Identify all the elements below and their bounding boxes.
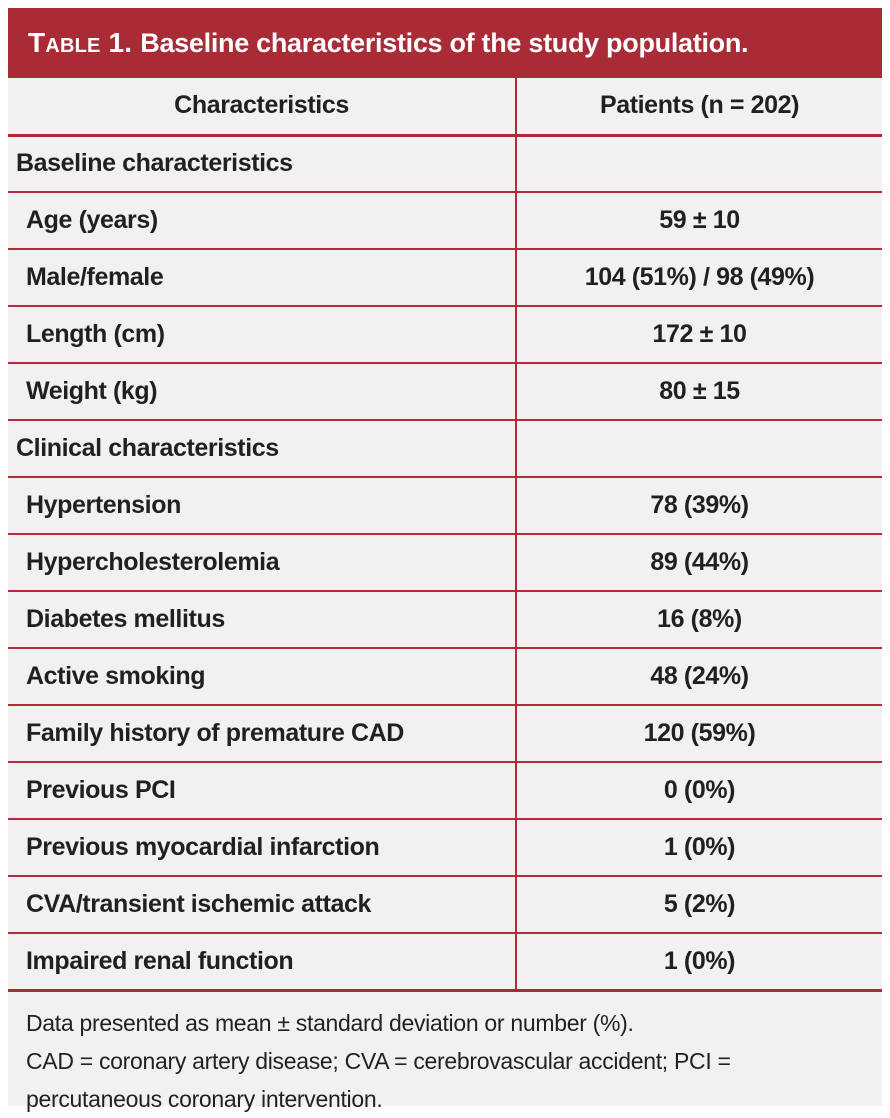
characteristic-value: 1 (0%) [516,819,882,876]
table-row: Age (years) 59 ± 10 [8,192,882,249]
table-body: Baseline characteristics Age (years) 59 … [8,135,882,990]
characteristic-value: 0 (0%) [516,762,882,819]
table-row: CVA/transient ischemic attack 5 (2%) [8,876,882,933]
table-row: Previous PCI 0 (0%) [8,762,882,819]
characteristic-label: Family history of premature CAD [8,705,517,762]
characteristic-label: Length (cm) [8,306,517,363]
characteristic-value [516,420,882,477]
table-row: Family history of premature CAD 120 (59%… [8,705,882,762]
table-row: Impaired renal function 1 (0%) [8,933,882,990]
characteristic-value: 80 ± 15 [516,363,882,420]
table-row: Male/female 104 (51%) / 98 (49%) [8,249,882,306]
footnote-line-1: Data presented as mean ± standard deviat… [26,1009,634,1036]
header-row: Characteristics Patients (n = 202) [8,78,882,137]
characteristic-value: 59 ± 10 [516,192,882,249]
column-header-patients: Patients (n = 202) [516,78,882,137]
characteristic-value: 16 (8%) [516,591,882,648]
table-footnotes: Data presented as mean ± standard deviat… [8,991,882,1112]
table-title: Baseline characteristics of the study po… [140,27,749,58]
characteristic-label: Previous myocardial infarction [8,819,517,876]
characteristic-value: 78 (39%) [516,477,882,534]
characteristic-value: 89 (44%) [516,534,882,591]
characteristic-label: Weight (kg) [8,363,517,420]
footnote-line-2: CAD = coronary artery disease; CVA = cer… [26,1047,731,1112]
characteristic-label: Impaired renal function [8,933,517,990]
table-row: Baseline characteristics [8,135,882,192]
characteristic-value: 5 (2%) [516,876,882,933]
table-row: Diabetes mellitus 16 (8%) [8,591,882,648]
characteristic-label: Baseline characteristics [8,135,517,192]
characteristic-label: Previous PCI [8,762,517,819]
baseline-characteristics-table: Characteristics Patients (n = 202) Basel… [8,78,882,992]
table-row: Hypertension 78 (39%) [8,477,882,534]
table-number: Table 1. [28,27,133,58]
characteristic-label: Age (years) [8,192,517,249]
table-title-bar: Table 1. Baseline characteristics of the… [8,8,882,78]
characteristic-label: Clinical characteristics [8,420,517,477]
table-row: Hypercholesterolemia 89 (44%) [8,534,882,591]
characteristic-label: Active smoking [8,648,517,705]
characteristic-value: 104 (51%) / 98 (49%) [516,249,882,306]
characteristic-label: Diabetes mellitus [8,591,517,648]
table-row: Weight (kg) 80 ± 15 [8,363,882,420]
characteristic-label: Male/female [8,249,517,306]
characteristic-label: Hypercholesterolemia [8,534,517,591]
characteristic-value: 172 ± 10 [516,306,882,363]
characteristic-value: 48 (24%) [516,648,882,705]
column-header-characteristics: Characteristics [8,78,517,137]
characteristic-label: Hypertension [8,477,517,534]
table-row: Length (cm) 172 ± 10 [8,306,882,363]
characteristic-value [516,135,882,192]
characteristic-label: CVA/transient ischemic attack [8,876,517,933]
table-row: Previous myocardial infarction 1 (0%) [8,819,882,876]
table-row: Clinical characteristics [8,420,882,477]
characteristic-value: 1 (0%) [516,933,882,990]
characteristic-value: 120 (59%) [516,705,882,762]
table-row: Active smoking 48 (24%) [8,648,882,705]
